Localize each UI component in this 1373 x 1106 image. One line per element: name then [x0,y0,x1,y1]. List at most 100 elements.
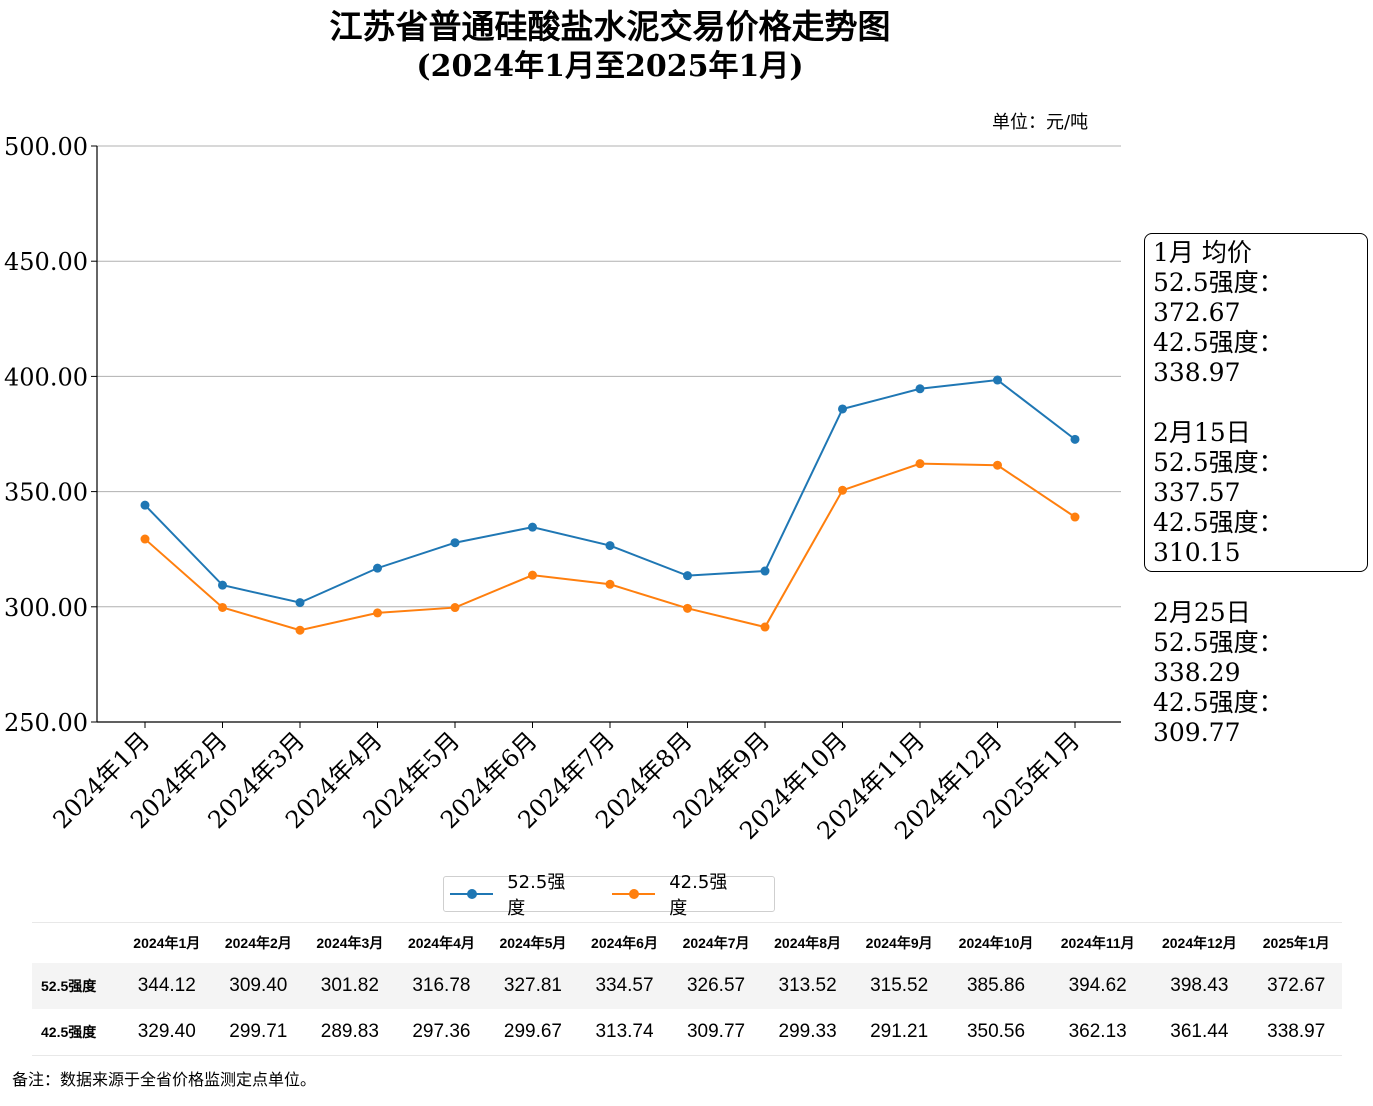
table-header: 2024年1月 [133,935,201,951]
legend-label-425: 42.5强度 [669,872,728,919]
data-point [218,580,227,590]
table-cell: 301.82 [320,975,379,996]
table-cell: 309.77 [686,1021,746,1042]
data-point [760,622,770,632]
table-header: 2024年9月 [865,935,933,951]
grid-lines [97,145,1121,723]
data-point [140,500,150,510]
data-point [450,603,460,613]
data-point [838,485,847,495]
data-point [295,598,305,608]
avg-525-jan: 52.5强度：372.67 [1153,268,1284,327]
y-tick-label: 250.00 [4,709,88,737]
legend-marker-525 [450,889,494,899]
table-cell: 313.52 [778,975,837,996]
table-header: 2024年2月 [224,935,292,951]
avg-425-feb15: 42.5强度：310.15 [1153,508,1284,567]
data-table: 2024年1月 2024年2月 2024年3月 2024年4月 2024年5月 … [32,922,1342,1056]
avg-425-jan: 42.5强度：338.97 [1153,328,1284,387]
data-point [1070,434,1080,444]
avg-heading-jan: 1月 均价 [1153,238,1252,267]
avg-525-feb15: 52.5强度：337.57 [1153,448,1284,507]
data-point [218,602,227,612]
y-tick-label: 500.00 [4,133,88,161]
table-header: 2024年8月 [774,935,842,951]
y-tick-labels: 250.00 300.00 350.00 400.00 450.00 500.00 [4,133,88,737]
table-header: 2024年6月 [591,935,658,951]
avg-heading-feb25: 2月25日 [1153,598,1251,627]
table-cell: 299.71 [229,1021,288,1042]
table-cell: 299.67 [503,1021,563,1042]
table-cell: 313.74 [595,1021,654,1042]
chart-subtitle: (2024年1月至2025年1月) [416,49,804,84]
table-header: 2024年10月 [958,935,1034,951]
data-point [528,570,537,580]
table-cell: 398.43 [1170,975,1229,996]
legend-item-425: 42.5强度 [612,868,744,920]
y-tick-label: 350.00 [4,479,88,507]
table-cell: 326.57 [686,975,746,996]
table-cell: 350.56 [966,1021,1026,1042]
data-point [605,541,615,551]
average-price-box: 1月 均价 52.5强度：372.67 42.5强度：338.97 2月15日 … [1144,233,1368,747]
table-cell: 309.40 [229,975,288,996]
data-point [450,538,460,548]
table-cell: 338.97 [1267,1021,1326,1042]
table-header: 2024年12月 [1161,935,1237,951]
data-point [915,459,925,469]
table-cell: 334.57 [595,975,654,996]
table-corner [32,923,121,964]
y-tick-label: 300.00 [4,594,88,622]
row-label-525: 52.5强度 [41,978,97,994]
table-cell: 315.52 [870,975,929,996]
data-point [373,608,382,618]
y-tick-label: 450.00 [4,248,88,276]
table-cell: 316.78 [412,975,471,996]
table-header: 2024年7月 [682,935,750,951]
table-row: 52.5强度 344.12 309.40 301.82 316.78 327.8… [32,963,1342,1009]
data-point [993,460,1002,470]
table-cell: 362.13 [1068,1021,1127,1042]
data-point [1070,512,1080,522]
footnote: 备注：数据来源于全省价格监测定点单位。 [12,1070,317,1089]
unit-label: 单位：元/吨 [992,112,1089,133]
data-point [605,579,615,589]
data-point [993,375,1002,385]
data-point [915,384,925,394]
table-header: 2024年3月 [316,935,384,951]
table-header: 2025年1月 [1262,935,1330,951]
table-cell: 297.36 [412,1021,471,1042]
line-chart: 250.00 300.00 350.00 400.00 450.00 500.00 202… [4,133,1121,845]
avg-525-feb25: 52.5强度：338.29 [1153,628,1284,687]
data-point [140,534,150,544]
table-header-row: 2024年1月 2024年2月 2024年3月 2024年4月 2024年5月 … [32,923,1342,964]
avg-425-feb25: 42.5强度：309.77 [1153,688,1284,747]
data-point [295,625,305,635]
table-cell: 344.12 [137,975,196,996]
table-cell: 329.40 [137,1021,196,1042]
x-tick-labels: 2024年1月2024年2月2024年3月2024年4月2024年5月2024年… [48,726,1086,845]
table-cell: 327.81 [503,975,563,996]
table-cell: 299.33 [778,1021,837,1042]
legend-label-525: 52.5强度 [507,872,566,919]
table-header: 2024年4月 [407,935,475,951]
data-point [838,404,847,414]
chart-title: 江苏省普通硅酸盐水泥交易价格走势图 [329,7,891,46]
table-cell: 291.21 [870,1021,929,1042]
data-point [683,571,692,581]
table-header: 2024年5月 [499,935,567,951]
row-label-425: 42.5强度 [41,1024,97,1040]
y-tick-label: 400.00 [4,363,88,391]
table-header: 2024年11月 [1060,935,1135,951]
legend-item-525: 52.5强度 [450,868,582,920]
axes [91,145,1121,728]
table-cell: 394.62 [1068,975,1127,996]
data-point [528,522,537,532]
table-row: 42.5强度 329.40 299.71 289.83 297.36 299.6… [32,1009,1342,1056]
data-point [760,566,770,576]
chart-legend: 52.5强度 42.5强度 [443,872,775,919]
table-cell: 289.83 [320,1021,379,1042]
data-point [373,563,382,573]
data-point [683,603,692,613]
series-lines [140,375,1080,635]
